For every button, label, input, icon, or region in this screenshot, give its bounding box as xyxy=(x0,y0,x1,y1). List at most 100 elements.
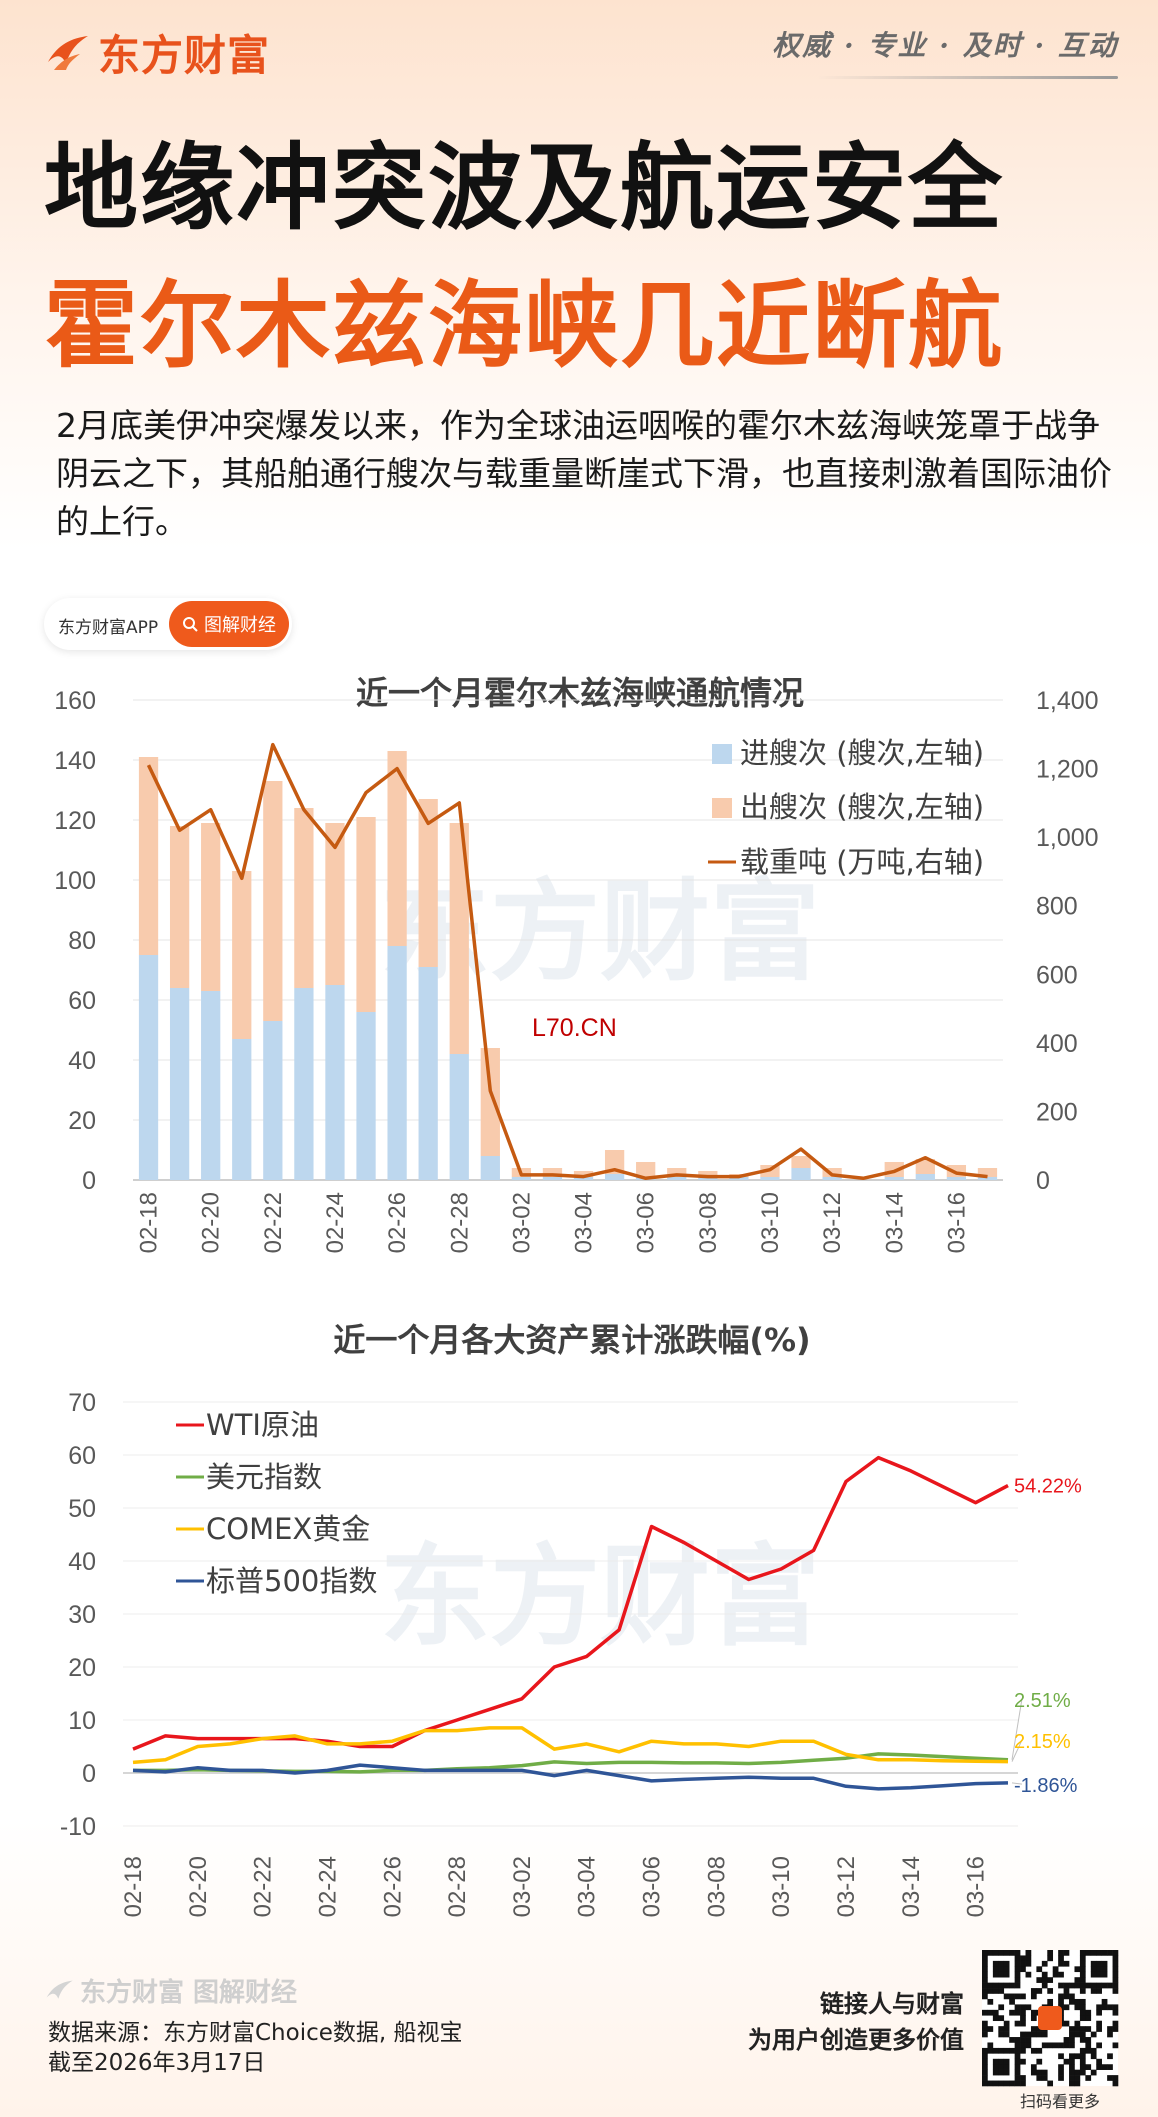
chart2-x-tick: 03-12 xyxy=(833,1856,860,1917)
bar-out-02-28 xyxy=(449,823,469,1054)
bar-in-03-05 xyxy=(604,1174,625,1180)
chart1-x-tick: 03-06 xyxy=(633,1192,660,1253)
chart2-y-tick: 70 xyxy=(68,1389,96,1417)
bar-in-03-04 xyxy=(573,1177,594,1180)
chart2-y-tick: 60 xyxy=(68,1442,96,1470)
chart2-x-tick: 03-14 xyxy=(898,1856,925,1917)
chart1-annotation: L70.CN xyxy=(532,1014,617,1042)
bar-in-03-09 xyxy=(729,1177,749,1180)
chart1-y-right-tick: 600 xyxy=(1036,961,1078,989)
chart2-x-tick: 03-04 xyxy=(574,1856,601,1917)
chart1-y-left-tick: 40 xyxy=(68,1047,96,1075)
legend-label-in: 进艘次 (艘次,左轴) xyxy=(740,736,984,770)
chart1-x-tick: 03-12 xyxy=(819,1192,846,1253)
chart1-watermark: 东方财富 xyxy=(380,868,820,996)
footer-logo-text: 东方财富 图解财经 xyxy=(80,1978,298,2008)
chart1-x-tick: 03-04 xyxy=(571,1192,598,1253)
bar-out-02-25 xyxy=(356,817,376,1012)
slogan: 权威 · 专业 · 及时 · 互动 xyxy=(772,29,1118,62)
chart1-y-right-tick: 1,000 xyxy=(1036,824,1099,852)
tagline-line2: 为用户创造更多价值 xyxy=(748,2026,964,2054)
slogan-underline xyxy=(818,76,1118,79)
chart2-x-tick: 03-08 xyxy=(703,1856,730,1917)
bar-in-03-03 xyxy=(542,1177,563,1180)
chart1-x-tick: 02-18 xyxy=(136,1192,163,1253)
bar-out-02-24 xyxy=(325,823,345,985)
bar-in-03-10 xyxy=(760,1177,780,1180)
chart1-y-right-tick: 1,200 xyxy=(1036,756,1099,784)
bar-out-03-07 xyxy=(667,1168,687,1177)
chart2-x-tick: 02-18 xyxy=(120,1856,147,1917)
bar-in-03-17 xyxy=(977,1177,998,1180)
legend-swatch-out xyxy=(712,798,732,818)
chart2-y-tick: -10 xyxy=(60,1813,96,1841)
chart1-title: 近一个月霍尔木兹海峡通航情况 xyxy=(356,674,804,712)
qr-code[interactable] xyxy=(982,1950,1119,2087)
end-label-leader xyxy=(1011,1739,1023,1762)
chart1-x-tick: 02-20 xyxy=(198,1192,225,1253)
chart1-y-left-tick: 60 xyxy=(68,987,96,1015)
chart1-y-left-tick: 100 xyxy=(54,867,96,895)
chart2-y-tick: 10 xyxy=(68,1707,96,1735)
bar-in-03-15 xyxy=(915,1174,935,1180)
bar-in-03-07 xyxy=(667,1177,687,1180)
bar-out-03-05 xyxy=(604,1150,625,1174)
bar-in-03-16 xyxy=(946,1177,967,1180)
chart2-x-tick: 03-06 xyxy=(639,1856,666,1917)
bar-in-03-02 xyxy=(511,1177,532,1180)
brand-name: 东方财富 xyxy=(98,30,271,80)
intro-paragraph: 2月底美伊冲突爆发以来，作为全球油运咽喉的霍尔木兹海峡笼罩于战争阴云之下，其船舶… xyxy=(56,406,1112,541)
chart2-title: 近一个月各大资产累计涨跌幅(%) xyxy=(333,1321,810,1359)
end-label-series-0: 54.22% xyxy=(1014,1476,1082,1498)
chart2-x-tick: 02-28 xyxy=(444,1856,471,1917)
chart1-x-tick: 02-26 xyxy=(384,1192,411,1253)
bar-out-02-22 xyxy=(263,781,283,1021)
source-note: 数据来源：东方财富Choice数据, 船视宝 截至2026年3月17日 xyxy=(48,2018,463,2078)
chart1-x-tick: 03-16 xyxy=(943,1192,970,1253)
bar-out-02-19 xyxy=(169,826,190,988)
bar-in-02-20 xyxy=(201,991,221,1180)
chart1-y-left-tick: 20 xyxy=(68,1107,96,1135)
chart1-y-right-tick: 0 xyxy=(1036,1167,1050,1195)
chart2-y-tick: 20 xyxy=(68,1654,96,1682)
bar-in-02-19 xyxy=(169,988,190,1180)
app-tag-label: 图解财经 xyxy=(204,615,276,636)
bar-in-02-18 xyxy=(138,955,159,1180)
legend-label-spx: 标普500指数 xyxy=(206,1564,377,1598)
legend-swatch-in xyxy=(712,744,732,764)
headline-line1: 地缘冲突波及航运安全 xyxy=(44,134,1005,243)
brand-swoosh-icon xyxy=(48,36,88,70)
bar-out-03-11 xyxy=(791,1156,811,1168)
bar-out-02-23 xyxy=(294,808,314,988)
bar-out-02-20 xyxy=(201,823,221,991)
bar-in-02-28 xyxy=(449,1054,469,1180)
bar-out-02-27 xyxy=(418,799,438,967)
legend-label-out: 出艘次 (艘次,左轴) xyxy=(740,790,984,824)
search-icon xyxy=(183,617,198,632)
bar-in-02-24 xyxy=(325,985,345,1180)
shipping-chart: 东方财富 近一个月霍尔木兹海峡通航情况 0 20 40 60 80 100 120 140 16… xyxy=(54,674,1099,1253)
bar-out-02-18 xyxy=(138,757,159,955)
footer-swoosh-icon xyxy=(46,1980,73,1999)
bar-out-03-03 xyxy=(542,1168,563,1177)
app-badge[interactable]: 东方财富APP 图解财经 xyxy=(44,598,292,650)
chart1-y-left-tick: 140 xyxy=(54,747,96,775)
tagline: 链接人与财富 为用户创造更多价值 xyxy=(748,1986,964,2058)
headline-line2: 霍尔木兹海峡几近断航 xyxy=(44,272,1005,381)
chart1-x-tick: 03-10 xyxy=(757,1192,784,1253)
chart1-y-left-tick: 80 xyxy=(68,927,96,955)
chart2-y-tick: 30 xyxy=(68,1601,96,1629)
chart1-x-tick: 03-08 xyxy=(695,1192,722,1253)
brand-logo: 东方财富 xyxy=(44,22,270,82)
legend-label-dxy: 美元指数 xyxy=(206,1460,322,1494)
end-label-leader xyxy=(1011,1698,1023,1760)
chart2-x-tick: 02-20 xyxy=(185,1856,212,1917)
bar-out-02-26 xyxy=(387,751,407,946)
bar-out-03-01 xyxy=(480,1048,500,1156)
bar-out-03-15 xyxy=(915,1159,935,1174)
tonnage-line xyxy=(146,742,988,1181)
app-tag-button[interactable]: 图解财经 xyxy=(169,601,289,647)
chart2-x-tick: 02-24 xyxy=(314,1856,341,1917)
assets-chart: 东方财富 近一个月各大资产累计涨跌幅(%) -10 0 10 20 30 40 50 60 70… xyxy=(60,1321,1082,1917)
chart1-x-tick: 02-22 xyxy=(260,1192,287,1253)
